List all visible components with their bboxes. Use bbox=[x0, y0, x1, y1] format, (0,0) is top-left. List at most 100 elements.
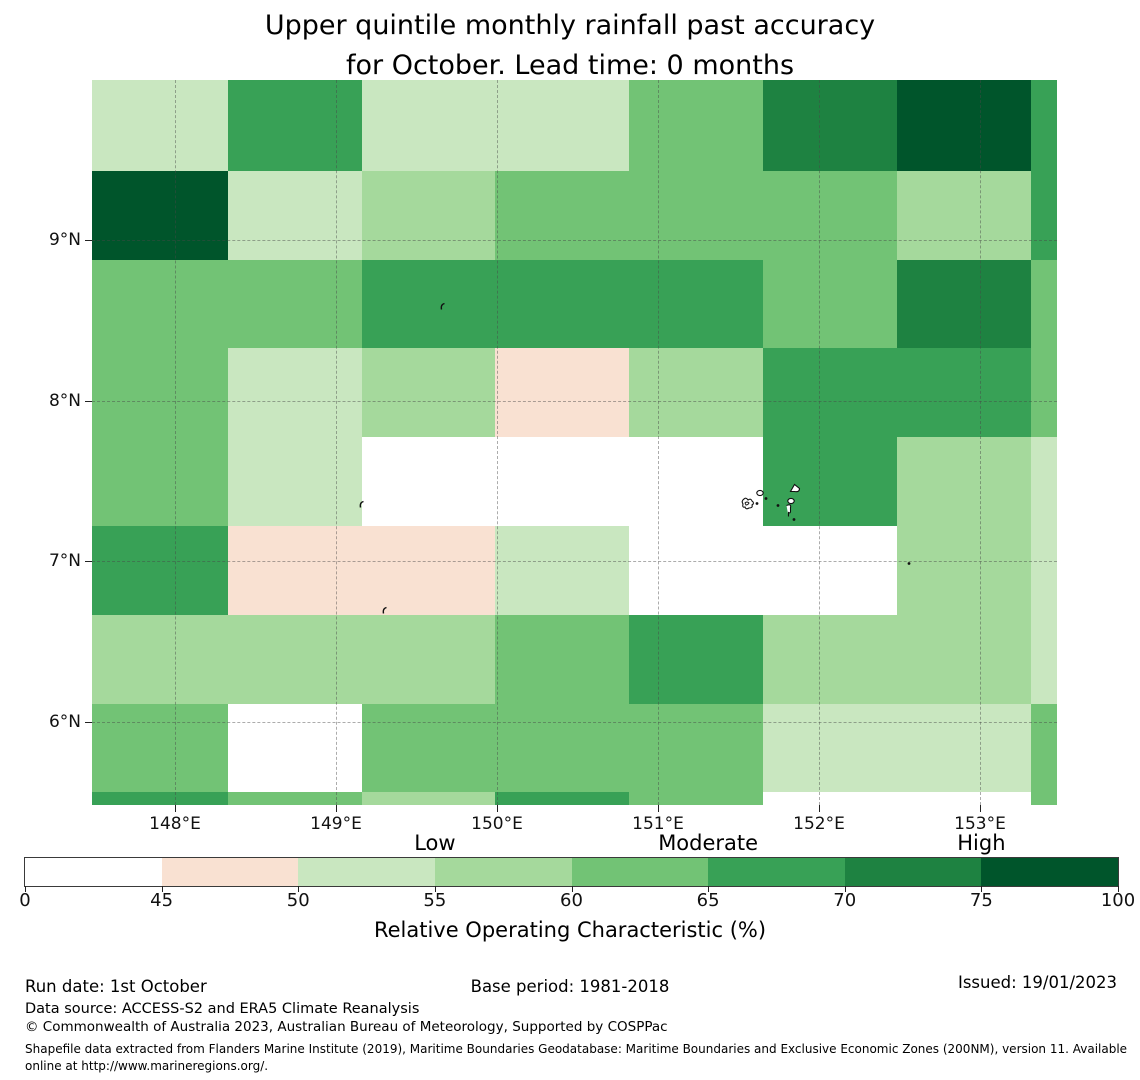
colorbar-tickmark bbox=[708, 886, 710, 892]
island-outline-icon bbox=[789, 483, 802, 495]
heatmap-cell bbox=[92, 437, 228, 526]
latitude-gridline bbox=[92, 722, 1057, 723]
heatmap-cell bbox=[897, 80, 1031, 171]
shapefile-note-line2: online at http://www.marineregions.org/. bbox=[25, 1059, 269, 1073]
heatmap-cell bbox=[763, 526, 897, 615]
heatmap-cell bbox=[629, 437, 763, 526]
heatmap-cell bbox=[629, 260, 763, 348]
colorbar-tickmark bbox=[161, 886, 163, 892]
x-tick-label: 152°E bbox=[793, 814, 845, 834]
colorbar-segment bbox=[434, 858, 572, 886]
issued-text: Issued: 19/01/2023 bbox=[957, 973, 1117, 992]
colorbar-tickmark bbox=[571, 886, 573, 892]
colorbar-segment bbox=[708, 858, 845, 886]
base-period-text: Base period: 1981-2018 bbox=[470, 977, 670, 996]
colorbar-tick-label: 65 bbox=[696, 890, 720, 911]
heatmap-cell bbox=[362, 348, 495, 437]
heatmap-cell bbox=[92, 615, 228, 704]
x-tickmark bbox=[175, 805, 176, 812]
longitude-gridline bbox=[980, 80, 981, 805]
latitude-gridline bbox=[92, 561, 1057, 562]
heatmap-cell bbox=[495, 348, 629, 437]
heatmap-cell bbox=[1031, 80, 1057, 171]
heatmap-cell bbox=[763, 348, 897, 437]
heatmap-cell bbox=[629, 526, 763, 615]
longitude-gridline bbox=[175, 80, 176, 805]
x-tickmark bbox=[980, 805, 981, 812]
heatmap-cell bbox=[495, 526, 629, 615]
colorbar-tickmark bbox=[298, 886, 300, 892]
heatmap-cell bbox=[897, 792, 1031, 805]
heatmap-cell bbox=[763, 437, 897, 526]
island-outline-icon bbox=[739, 496, 757, 512]
colorbar-tickmark bbox=[434, 886, 436, 892]
heatmap-cell bbox=[897, 526, 1031, 615]
island-outline-icon bbox=[792, 517, 796, 522]
longitude-gridline bbox=[819, 80, 820, 805]
y-tickmark bbox=[85, 561, 92, 562]
island-outline-icon bbox=[382, 606, 389, 616]
heatmap-cell bbox=[897, 437, 1031, 526]
heatmap-cell bbox=[495, 615, 629, 704]
heatmap-cell bbox=[362, 437, 495, 526]
island-outline-icon bbox=[359, 500, 366, 510]
heatmap-cell bbox=[228, 615, 362, 704]
colorbar-tickmark bbox=[844, 886, 846, 892]
longitude-gridline bbox=[497, 80, 498, 805]
heatmap-cell bbox=[897, 348, 1031, 437]
colorbar bbox=[24, 857, 1119, 887]
y-tickmark bbox=[85, 240, 92, 241]
heatmap-cell bbox=[228, 348, 362, 437]
latitude-gridline bbox=[92, 401, 1057, 402]
heatmap-cell bbox=[629, 704, 763, 792]
heatmap-cell bbox=[228, 171, 362, 260]
heatmap-cell bbox=[362, 80, 495, 171]
heatmap-cell bbox=[763, 792, 897, 805]
x-tick-label: 149°E bbox=[310, 814, 362, 834]
x-tickmark bbox=[497, 805, 498, 812]
heatmap-cell bbox=[92, 80, 228, 171]
x-tickmark bbox=[819, 805, 820, 812]
y-tick-label: 8°N bbox=[48, 391, 81, 411]
map-heatmap bbox=[92, 80, 1057, 805]
data-source-text: Data source: ACCESS-S2 and ERA5 Climate … bbox=[25, 1001, 420, 1017]
longitude-gridline bbox=[336, 80, 337, 805]
heatmap-cell bbox=[763, 260, 897, 348]
heatmap-cell bbox=[362, 704, 495, 792]
heatmap-cell bbox=[92, 348, 228, 437]
heatmap-cell bbox=[1031, 704, 1057, 792]
y-tickmark bbox=[85, 722, 92, 723]
heatmap-cell bbox=[92, 260, 228, 348]
island-outline-icon bbox=[787, 497, 796, 505]
heatmap-cell bbox=[228, 704, 362, 792]
colorbar-segment bbox=[25, 858, 162, 886]
heatmap-cell bbox=[92, 792, 228, 805]
heatmap-cell bbox=[629, 171, 763, 260]
heatmap-cell bbox=[897, 615, 1031, 704]
heatmap-cell bbox=[495, 792, 629, 805]
colorbar-tickmark bbox=[981, 886, 983, 892]
island-outline-icon bbox=[440, 302, 447, 312]
x-tickmark bbox=[658, 805, 659, 812]
heatmap-cell bbox=[629, 615, 763, 704]
heatmap-cell bbox=[228, 526, 362, 615]
island-outline-icon bbox=[776, 503, 780, 508]
heatmap-cell bbox=[1031, 526, 1057, 615]
heatmap-cell bbox=[228, 792, 362, 805]
heatmap-cell bbox=[92, 526, 228, 615]
heatmap-cell bbox=[362, 526, 495, 615]
y-tick-label: 9°N bbox=[48, 230, 81, 250]
x-tick-label: 153°E bbox=[954, 814, 1006, 834]
island-outline-icon bbox=[785, 504, 794, 519]
x-tick-label: 148°E bbox=[149, 814, 201, 834]
heatmap-cell bbox=[495, 171, 629, 260]
colorbar-zone-label: Moderate bbox=[658, 831, 759, 855]
colorbar-tick-label: 55 bbox=[423, 890, 447, 911]
heatmap-cell bbox=[228, 437, 362, 526]
colorbar-tick-label: 75 bbox=[969, 890, 993, 911]
colorbar-tick-label: 60 bbox=[560, 890, 583, 911]
chart-title-line1: Upper quintile monthly rainfall past acc… bbox=[264, 10, 876, 41]
island-outline-icon bbox=[755, 501, 759, 506]
y-tickmark bbox=[85, 401, 92, 402]
